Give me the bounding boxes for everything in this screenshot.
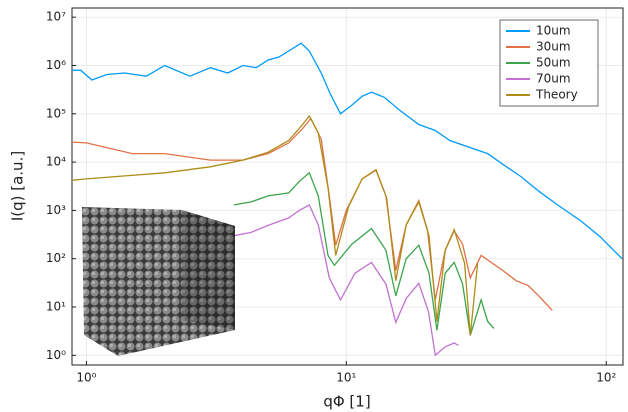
- data-line: [71, 114, 479, 336]
- y-tick-label: 10⁵: [46, 106, 66, 120]
- x-tick-label: 10²: [596, 371, 616, 385]
- legend-label: 50um: [536, 56, 571, 70]
- y-tick-label: 10³: [46, 203, 66, 217]
- inset-image: [82, 207, 235, 356]
- y-tick-label: 10⁰: [46, 348, 66, 362]
- legend-box: [499, 19, 599, 107]
- y-tick-label: 10⁶: [46, 58, 66, 72]
- legend-label: Theory: [535, 88, 578, 102]
- legend-label: 10um: [536, 24, 571, 38]
- legend-label: 70um: [536, 72, 571, 86]
- y-tick-label: 10⁷: [46, 10, 66, 24]
- x-tick-label: 10¹: [336, 371, 356, 385]
- legend-label: 30um: [536, 40, 571, 54]
- data-line: [233, 203, 459, 357]
- legend: 10um 30um 50um 70um Theory: [499, 19, 599, 107]
- x-axis-label: qΦ [1]: [323, 393, 370, 411]
- y-tick-label: 10²: [46, 251, 66, 265]
- y-axis-label: I(q) [a.u.]: [9, 151, 27, 221]
- data-line: [72, 42, 623, 260]
- x-tick-label: 10⁰: [76, 371, 96, 385]
- y-tick-label: 10⁴: [46, 155, 66, 169]
- data-line: [233, 171, 495, 336]
- y-tick-label: 10¹: [46, 300, 66, 314]
- plot-frame: [71, 7, 624, 366]
